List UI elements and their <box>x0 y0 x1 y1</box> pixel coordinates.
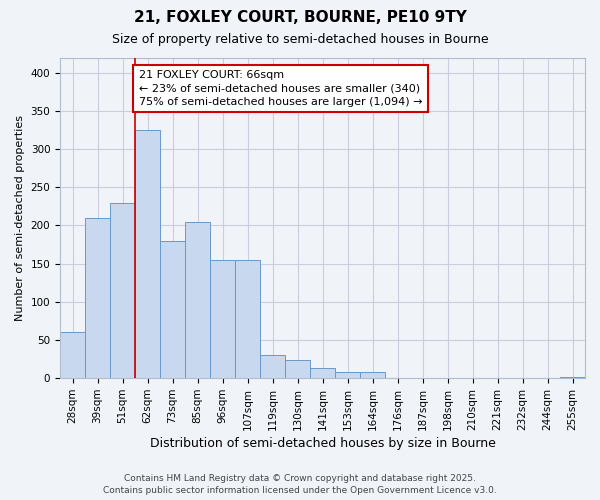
Bar <box>85 218 110 378</box>
Bar <box>310 368 335 378</box>
Bar <box>60 332 85 378</box>
Bar <box>560 376 585 378</box>
Bar <box>210 260 235 378</box>
Bar <box>360 372 385 378</box>
Y-axis label: Number of semi-detached properties: Number of semi-detached properties <box>15 115 25 321</box>
Text: 21, FOXLEY COURT, BOURNE, PE10 9TY: 21, FOXLEY COURT, BOURNE, PE10 9TY <box>134 10 466 25</box>
Text: Size of property relative to semi-detached houses in Bourne: Size of property relative to semi-detach… <box>112 32 488 46</box>
Bar <box>335 372 360 378</box>
X-axis label: Distribution of semi-detached houses by size in Bourne: Distribution of semi-detached houses by … <box>149 437 496 450</box>
Bar <box>185 222 210 378</box>
Bar <box>285 360 310 378</box>
Bar <box>160 241 185 378</box>
Text: 21 FOXLEY COURT: 66sqm
← 23% of semi-detached houses are smaller (340)
75% of se: 21 FOXLEY COURT: 66sqm ← 23% of semi-det… <box>139 70 422 106</box>
Bar <box>260 356 285 378</box>
Bar <box>135 130 160 378</box>
Text: Contains HM Land Registry data © Crown copyright and database right 2025.
Contai: Contains HM Land Registry data © Crown c… <box>103 474 497 495</box>
Bar <box>110 202 135 378</box>
Bar <box>235 260 260 378</box>
